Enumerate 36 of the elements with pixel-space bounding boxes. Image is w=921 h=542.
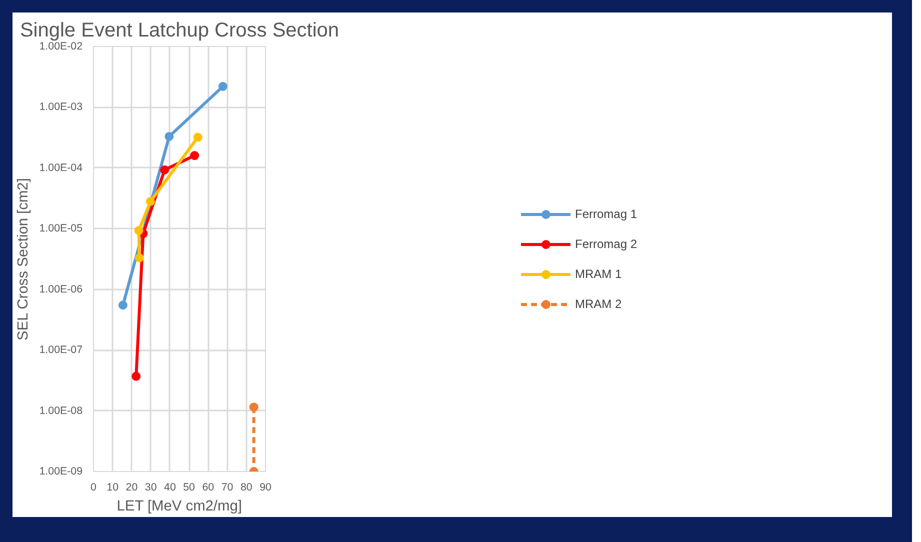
point — [134, 226, 144, 236]
x-tick-label: 0 — [90, 482, 97, 494]
point — [160, 165, 170, 174]
point — [146, 197, 155, 206]
legend-label: MRAM 1 — [574, 266, 622, 280]
x-tick-label: 40 — [164, 482, 176, 494]
point — [164, 132, 174, 141]
x-tick-label: 20 — [126, 482, 138, 494]
x-tick-label: 50 — [183, 482, 196, 494]
point — [134, 253, 144, 262]
chart-title: Single Event Latchup Cross Section — [20, 20, 340, 42]
y-tick-label: 1.00E-05 — [39, 222, 83, 235]
x-axis-title: LET [MeV cm2/mg] — [116, 498, 242, 514]
x-tick-label: 70 — [221, 482, 234, 494]
y-tick-label: 1.00E-07 — [39, 344, 83, 356]
legend-label: MRAM 2 — [574, 296, 622, 310]
legend-label: Ferromag 1 — [574, 206, 638, 220]
point — [193, 132, 202, 142]
point — [218, 82, 228, 91]
point — [118, 300, 128, 310]
x-tick-label: 10 — [106, 482, 119, 494]
y-tick-label: 1.00E-03 — [39, 101, 83, 114]
x-tick-label: 60 — [202, 482, 214, 494]
x-tick-label: 80 — [240, 482, 252, 494]
x-tick-label: 90 — [260, 482, 272, 494]
point — [132, 372, 141, 381]
y-axis-title: SEL Cross Section [cm2] — [15, 178, 32, 340]
y-tick-label: 1.00E-06 — [39, 283, 83, 296]
legend-label: Ferromag 2 — [574, 236, 638, 250]
point — [190, 151, 200, 160]
y-tick-label: 1.00E-04 — [39, 162, 83, 174]
y-tick-label: 1.00E-02 — [39, 40, 83, 52]
point — [249, 402, 258, 412]
x-tick-label: 30 — [144, 482, 157, 494]
y-tick-label: 1.00E-08 — [39, 404, 83, 417]
y-tick-label: 1.00E-09 — [39, 466, 83, 478]
